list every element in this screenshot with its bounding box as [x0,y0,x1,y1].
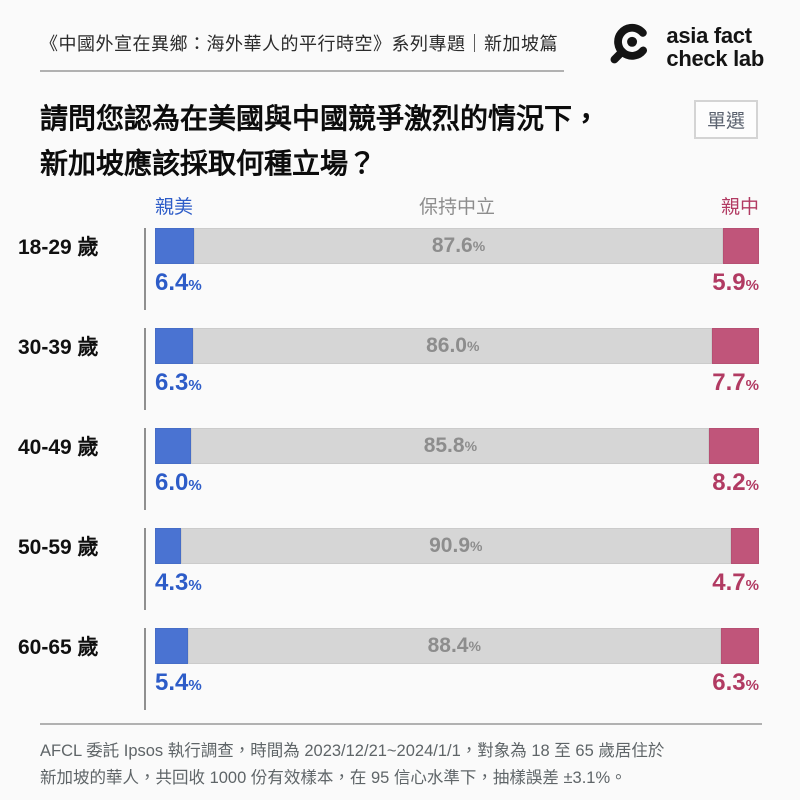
bar-segment-pro-us [155,428,192,464]
pro-china-value-label: 8.2% [712,469,759,496]
chart-row: 18-29 歲 87.6% 6.4% 5.9% [0,226,800,326]
legend-pro-us: 親美 [155,197,194,218]
age-label: 40-49 歲 [18,436,99,459]
logo-text-line2: check lab [666,46,764,71]
age-label: 60-65 歲 [18,636,99,659]
bar-segment-pro-china [730,528,759,564]
pro-china-value-label: 5.9% [712,269,759,296]
pro-us-value-label: 6.0% [155,469,202,496]
pro-us-value-label: 6.3% [155,369,202,396]
neutral-value-label: 86.0% [426,334,480,357]
neutral-value-label: 87.6% [431,234,486,257]
footer-line1: AFCL 委託 Ipsos 執行調查，時間為 2023/12/21~2024/1… [40,742,665,760]
axis-line [144,528,146,610]
footer-divider [40,723,762,725]
age-label: 18-29 歲 [18,236,99,259]
legend-neutral: 保持中立 [418,197,495,218]
neutral-value-label: 88.4% [427,634,481,657]
bar-segment-pro-china [723,228,759,264]
bar-track: 88.4% [155,628,759,664]
age-label: 30-39 歲 [18,336,99,359]
question-title: 請問您認為在美國與中國競爭激烈的情況下， 新加坡應該採取何種立場？ [40,96,600,186]
afcl-logo: asia fact check lab [603,20,764,74]
bar-segment-neutral: 87.6% [193,228,724,264]
bar-track: 85.8% [155,428,759,464]
question-line1: 請問您認為在美國與中國競爭激烈的情況下， [40,103,601,134]
chart-rows: 18-29 歲 87.6% 6.4% 5.9% 30-39 歲 86.0% 6.… [0,226,800,726]
axis-line [144,228,146,310]
neutral-value-label: 85.8% [423,434,478,457]
pro-china-value-label: 7.7% [712,369,759,396]
bar-segment-pro-us [155,328,194,364]
bar-track: 86.0% [155,328,759,364]
neutral-value-label: 90.9% [429,534,483,557]
bar-segment-pro-china [709,428,759,464]
chart-row: 50-59 歲 90.9% 4.3% 4.7% [0,526,800,626]
pro-us-value-label: 4.3% [155,569,202,596]
bar-segment-neutral: 86.0% [193,328,713,364]
chart-row: 30-39 歲 86.0% 6.3% 7.7% [0,326,800,426]
chart-legend: 親美 保持中立 親中 [155,192,759,219]
bar-track: 90.9% [155,528,759,564]
pro-china-value-label: 6.3% [712,669,759,696]
bar-segment-pro-china [720,628,759,664]
logo-text-line1: asia fact [666,23,752,48]
bar-segment-pro-china [712,328,759,364]
bar-segment-pro-us [155,228,194,264]
chart-row: 40-49 歲 85.8% 6.0% 8.2% [0,426,800,526]
pro-us-value-label: 6.4% [155,269,202,296]
axis-line [144,428,146,510]
single-choice-badge: 單選 [693,100,758,139]
pro-china-value-label: 4.7% [712,569,759,596]
footer-line2: 新加坡的華人，共回收 1000 份有效樣本，在 95 信心水準下，抽樣誤差 ±3… [40,769,627,787]
footer-note: AFCL 委託 Ipsos 執行調查，時間為 2023/12/21~2024/1… [40,738,664,792]
magnifier-logo-icon [610,23,651,64]
bar-segment-neutral: 85.8% [191,428,710,464]
logo-text: asia fact check lab [666,24,764,70]
axis-line [144,628,146,710]
bar-segment-neutral: 88.4% [187,628,721,664]
bar-segment-neutral: 90.9% [181,528,731,564]
age-label: 50-59 歲 [18,536,99,559]
question-line2: 新加坡應該採取何種立場？ [40,148,377,179]
pro-us-value-label: 5.4% [155,669,202,696]
bar-track: 87.6% [155,228,759,264]
header-divider [40,70,564,72]
legend-pro-china: 親中 [720,197,759,218]
chart-row: 60-65 歲 88.4% 5.4% 6.3% [0,626,800,726]
series-title: 《中國外宣在異鄉：海外華人的平行時空》系列專題｜新加坡篇 [40,34,558,54]
bar-segment-pro-us [155,628,188,664]
bar-segment-pro-us [155,528,181,564]
axis-line [144,328,146,410]
